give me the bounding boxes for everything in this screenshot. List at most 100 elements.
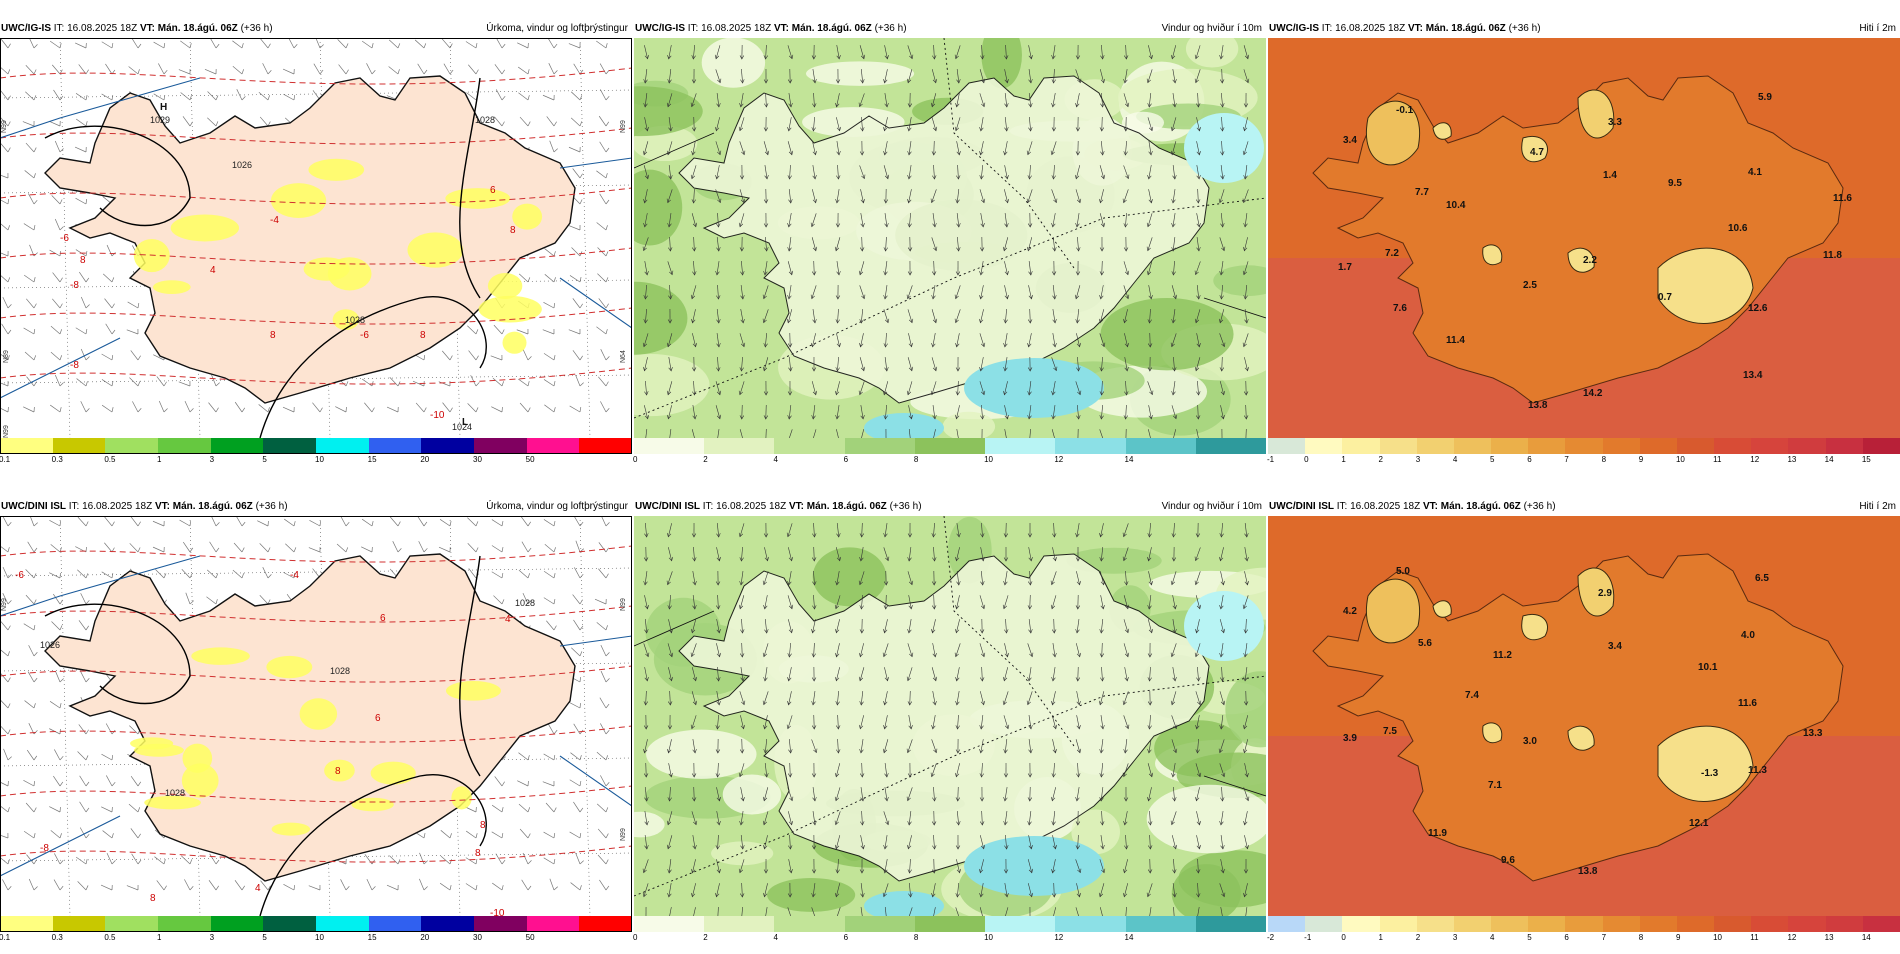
colorbar	[634, 438, 1266, 454]
cold-highland-area	[1483, 245, 1502, 265]
colorbar-tick-label: 9	[1676, 933, 1680, 942]
precip-area	[182, 763, 219, 797]
colorbar-tick-label: 2	[703, 933, 707, 942]
panel-header: UWC/DINI ISL IT: 16.08.2025 18Z VT: Mán.…	[634, 498, 1266, 516]
model-name: UWC/DINI ISL	[1, 501, 66, 512]
colorbar-swatch	[1788, 916, 1825, 932]
colorbar	[0, 916, 632, 932]
temperature-label: -4	[270, 215, 279, 226]
panel-header: UWC/IG-IS IT: 16.08.2025 18Z VT: Mán. 18…	[0, 20, 632, 38]
colorbar-swatch	[1826, 438, 1863, 454]
colorbar-tick-label: 3	[210, 455, 214, 464]
wind-speed-area	[806, 61, 914, 86]
colorbar-tick-label: 7	[1564, 455, 1568, 464]
lead-time: (+36 h)	[256, 501, 288, 512]
strong-wind-area	[1184, 591, 1264, 661]
colorbar-swatch	[1491, 916, 1528, 932]
cold-highland-area	[1366, 579, 1419, 643]
colorbar-swatch	[1491, 438, 1528, 454]
colorbar-tick-label: 15	[368, 933, 377, 942]
precip-area	[479, 296, 542, 323]
temperature-value: 0.7	[1658, 292, 1672, 303]
wind-speed-area	[702, 38, 765, 88]
temperature-label: 6	[375, 713, 381, 724]
colorbar-tick-label: 2	[703, 455, 707, 464]
lead-time: (+36 h)	[1509, 23, 1541, 34]
temperature-value: 11.6	[1738, 698, 1757, 709]
colorbar-tick-label: 11	[1750, 933, 1758, 942]
temperature-value: 11.9	[1428, 828, 1447, 839]
issue-time: IT: 16.08.2025 18Z	[54, 23, 137, 34]
colorbar-swatch	[1640, 438, 1677, 454]
colorbar-tick-label: 1	[157, 455, 161, 464]
valid-time: VT: Mán. 18.ágú. 06Z	[140, 23, 238, 34]
panel-precip-igis: UWC/IG-IS IT: 16.08.2025 18Z VT: Mán. 18…	[0, 20, 632, 476]
colorbar-tick-label: 8	[914, 933, 918, 942]
latitude-label: N99	[620, 828, 627, 841]
temperature-label: 4	[210, 265, 216, 276]
pressure-center-mark: L	[462, 417, 468, 428]
precip-area	[134, 744, 184, 757]
colorbar-tick-label: 14	[1125, 455, 1134, 464]
temperature-value: 9.5	[1668, 178, 1682, 189]
temperature-label: -8	[40, 843, 49, 854]
colorbar-tick-label: 50	[526, 455, 535, 464]
map-area	[634, 38, 1266, 438]
colorbar-tick-label: 3	[1416, 455, 1420, 464]
valid-time: VT: Mán. 18.ágú. 06Z	[1408, 23, 1506, 34]
colorbar-swatch	[634, 438, 704, 454]
colorbar-tick-label: 10	[1676, 455, 1685, 464]
temperature-value: 6.5	[1755, 573, 1769, 584]
colorbar-swatch	[845, 916, 915, 932]
colorbar-swatch	[915, 438, 985, 454]
colorbar-swatch	[1196, 916, 1266, 932]
temperature-value: 13.8	[1578, 866, 1598, 877]
panel-title: Úrkoma, vindur og loftþrýstingur	[486, 20, 628, 38]
colorbar-swatch	[1788, 438, 1825, 454]
temperature-label: -6	[15, 570, 24, 581]
temperature-label: 6	[490, 185, 496, 196]
isobar-label: 1028	[165, 788, 185, 798]
colorbar-tick-label: 30	[473, 455, 482, 464]
colorbar-tick-label: 8	[1602, 455, 1606, 464]
issue-time: IT: 16.08.2025 18Z	[703, 501, 786, 512]
colorbar-tick-label: 12	[1750, 455, 1759, 464]
colorbar-tick-label: 0	[1304, 455, 1308, 464]
colorbar-swatch	[1603, 438, 1640, 454]
isobar-label: 1026	[40, 640, 60, 650]
temperature-label: -10	[490, 908, 505, 916]
temperature-label: 8	[80, 255, 86, 266]
precip-area	[451, 786, 471, 809]
colorbar-swatch	[1751, 438, 1788, 454]
temperature-value: 7.4	[1465, 690, 1479, 701]
valid-time: VT: Mán. 18.ágú. 06Z	[155, 501, 253, 512]
colorbar-swatch	[1342, 438, 1379, 454]
temperature-label: 8	[480, 820, 486, 831]
temperature-label: 4	[505, 614, 511, 625]
colorbar-swatch	[263, 438, 316, 454]
colorbar-tick-label: 0	[633, 933, 637, 942]
colorbar-tick-label: 3	[1453, 933, 1457, 942]
issue-time: IT: 16.08.2025 18Z	[69, 501, 152, 512]
issue-time: IT: 16.08.2025 18Z	[688, 23, 771, 34]
temperature-value: 4.7	[1530, 147, 1544, 158]
colorbar-tick-label: 6	[1564, 933, 1568, 942]
colorbar-swatch	[1714, 916, 1751, 932]
temperature-value: 3.0	[1523, 736, 1537, 747]
temperature-label: 8	[420, 330, 426, 341]
wind-speed-area	[646, 730, 756, 779]
strong-wind-area	[964, 358, 1104, 418]
run-info: UWC/DINI ISL IT: 16.08.2025 18Z VT: Mán.…	[1269, 498, 1556, 516]
panel-header: UWC/DINI ISL IT: 16.08.2025 18Z VT: Mán.…	[0, 498, 632, 516]
run-info: UWC/DINI ISL IT: 16.08.2025 18Z VT: Mán.…	[1, 498, 288, 516]
precip-area	[488, 273, 522, 299]
colorbar-swatch	[53, 916, 106, 932]
temperature-value: -1.3	[1701, 768, 1719, 779]
colorbar-swatch	[1677, 438, 1714, 454]
cold-highland-area	[1522, 614, 1548, 639]
panel-temp-dini: UWC/DINI ISL IT: 16.08.2025 18Z VT: Mán.…	[1268, 498, 1900, 954]
